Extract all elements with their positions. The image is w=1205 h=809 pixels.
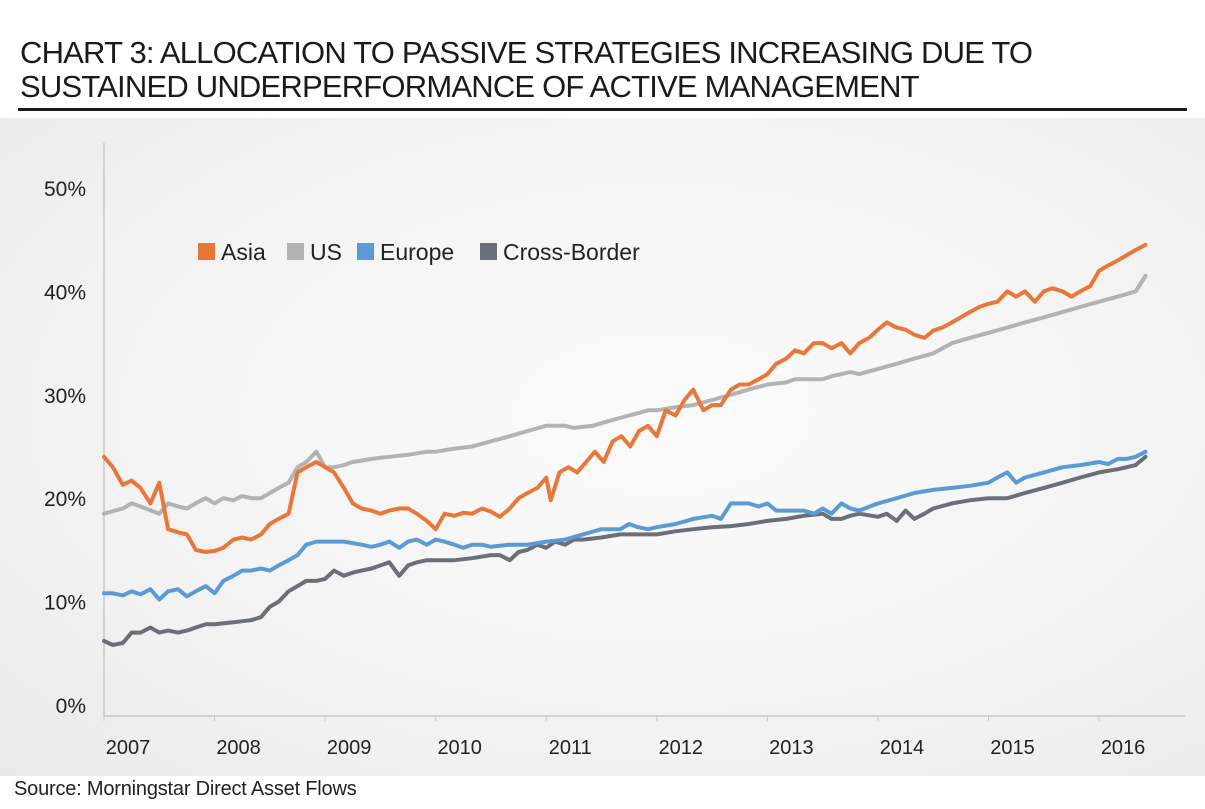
x-tick-label: 2012 [659,737,704,759]
series-line-europe [102,449,1148,602]
legend-label: Cross-Border [503,239,640,265]
y-tick-label: 40% [44,281,86,304]
legend-swatch-asia [198,243,215,260]
series-line-asia [102,242,1148,554]
title-divider [18,108,1187,111]
series-line-us [102,273,1148,516]
legend-swatch-cross-border [480,243,497,260]
x-tick-label: 2008 [216,737,261,759]
legend-swatch-europe [357,243,374,260]
legend-label: Europe [380,239,454,265]
series-line-cross-border [102,454,1148,647]
x-tick-label: 2013 [769,737,814,759]
y-tick-label: 30% [44,385,86,408]
y-tick-label: 0% [56,695,86,718]
x-tick-label: 2010 [437,737,482,759]
x-tick-label: 2016 [1101,737,1146,759]
source-note: Source: Morningstar Direct Asset Flows [14,778,357,800]
chart-title: CHART 3: ALLOCATION TO PASSIVE STRATEGIE… [20,35,1033,104]
x-tick-label: 2009 [327,737,372,759]
legend-label: US [310,239,342,265]
y-tick-label: 10% [44,592,86,615]
x-tick-label: 2011 [549,737,592,759]
x-tick-label: 2015 [990,737,1035,759]
y-tick-label: 50% [44,178,86,201]
chart-background [0,118,1205,776]
legend-swatch-us [287,243,304,260]
legend-label: Asia [221,239,266,265]
x-tick-label: 2007 [106,737,151,759]
x-tick-label: 2014 [880,737,925,759]
y-tick-label: 20% [44,488,86,511]
